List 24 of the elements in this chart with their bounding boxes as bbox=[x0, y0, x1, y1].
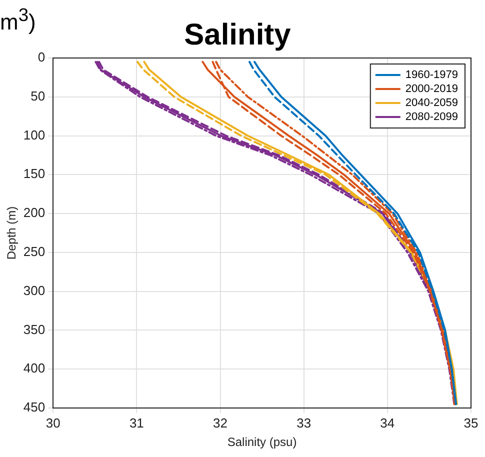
legend-label: 2040-2059 bbox=[405, 97, 458, 110]
x-axis-title: Salinity (psu) bbox=[227, 435, 297, 450]
x-tick-label: 31 bbox=[129, 415, 144, 430]
y-tick-label: 400 bbox=[23, 360, 46, 376]
y-tick-label: 300 bbox=[23, 282, 46, 298]
x-tick-label: 30 bbox=[46, 415, 60, 430]
y-tick-label: 100 bbox=[23, 127, 46, 142]
y-axis-title: Depth (m) bbox=[4, 206, 19, 260]
legend-label: 2080-2099 bbox=[405, 111, 458, 124]
chart-title: Salinity bbox=[184, 18, 292, 52]
x-tick-label: 33 bbox=[296, 415, 312, 430]
text: m$^{3}$) bbox=[0, 4, 36, 36]
x-tick-label: 35 bbox=[464, 415, 478, 430]
x-tick-label: 34 bbox=[380, 415, 395, 430]
legend-label: 2000-2019 bbox=[405, 83, 458, 96]
y-tick-label: 250 bbox=[23, 244, 46, 260]
x-tick-label: 32 bbox=[213, 415, 228, 430]
y-tick-label: 450 bbox=[23, 400, 46, 415]
legend-label: 1960-1979 bbox=[405, 69, 458, 82]
y-tick-label: 50 bbox=[30, 88, 46, 104]
y-tick-label: 0 bbox=[38, 50, 46, 65]
y-tick-label: 350 bbox=[23, 322, 46, 337]
y-tick-label: 150 bbox=[23, 166, 46, 182]
y-tick-label: 200 bbox=[23, 205, 46, 220]
